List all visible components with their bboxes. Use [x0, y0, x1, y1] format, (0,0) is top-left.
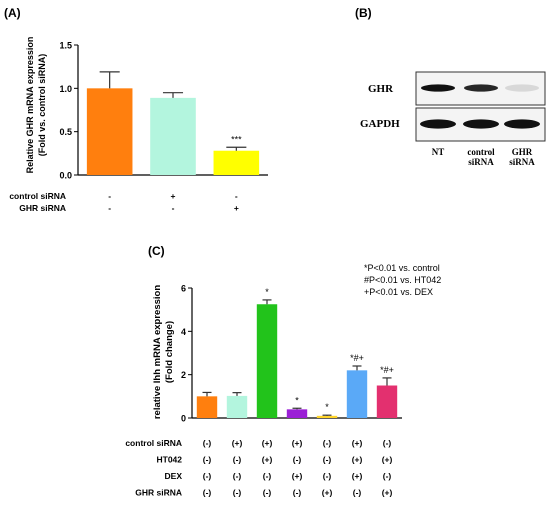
chart-c-bar: [286, 409, 308, 418]
chart-c-ytick-label: 0: [181, 414, 186, 424]
chart-a-ytick-label: 1.0: [59, 84, 72, 94]
chart-c-condition-label: DEX: [165, 471, 183, 481]
chart-c-condition-value: (+): [262, 455, 273, 465]
chart-c-condition-value: (+): [262, 438, 273, 448]
chart-c-condition-value: (-): [233, 455, 242, 465]
chart-c-condition-value: (+): [292, 471, 303, 481]
chart-c-condition-label: GHR siRNA: [135, 488, 182, 498]
blot-band-ghr: [505, 84, 539, 92]
chart-c-bar: [376, 385, 398, 418]
blot-lane-label: siRNA: [509, 157, 535, 167]
chart-c-condition-value: (-): [203, 455, 212, 465]
chart-c-condition-value: (-): [203, 438, 212, 448]
chart-c: relative Ihh mRNA expression (Fold chang…: [125, 263, 441, 498]
chart-c-condition-value: (+): [232, 438, 243, 448]
chart-c-condition-value: (-): [353, 488, 362, 498]
chart-c-condition-value: (-): [263, 471, 272, 481]
chart-c-ylabel-line1: relative Ihh mRNA expression: [152, 285, 163, 419]
chart-a-condition-value: -: [108, 203, 111, 213]
blot-lane-label: control: [467, 147, 495, 157]
panel-a-label: (A): [4, 6, 21, 20]
blot-lane-label: NT: [432, 147, 445, 157]
chart-c-ytick-label: 2: [181, 370, 186, 380]
chart-c-ylabel-line2: (Fold change): [164, 321, 175, 383]
blot-band-ghr: [421, 84, 455, 92]
chart-c-annotation: *#+: [350, 353, 364, 363]
chart-c-bar: [316, 415, 338, 418]
chart-a-bar: [86, 88, 133, 175]
chart-c-condition-value: (-): [383, 438, 392, 448]
chart-a-condition-value: -: [172, 203, 175, 213]
chart-c-ytick-label: 6: [181, 284, 186, 294]
chart-c-annotation: *: [265, 287, 269, 297]
blot-row-label-ghr: GHR: [368, 83, 394, 95]
chart-a-condition-value: +: [234, 203, 239, 213]
chart-c-bar: [226, 395, 248, 418]
chart-a: Relative GHR mRNA expression (Fold vs. c…: [9, 37, 268, 213]
panel-c-label: (C): [148, 244, 165, 258]
chart-a-condition-value: -: [108, 191, 111, 201]
chart-c-condition-value: (-): [323, 471, 332, 481]
chart-a-condition-label: GHR siRNA: [19, 203, 66, 213]
chart-a-condition-value: -: [235, 191, 238, 201]
chart-a-bar: [150, 97, 196, 175]
chart-c-bar: [256, 304, 278, 418]
blot-band-gapdh: [463, 119, 499, 129]
chart-c-condition-value: (-): [203, 471, 212, 481]
chart-c-condition-value: (+): [382, 488, 393, 498]
chart-c-condition-value: (+): [352, 455, 363, 465]
chart-c-condition-value: (+): [352, 438, 363, 448]
chart-c-condition-value: (+): [352, 471, 363, 481]
chart-c-ytick-label: 4: [181, 327, 186, 337]
blot-row-label-gapdh: GAPDH: [360, 118, 400, 130]
blot-band-ghr: [464, 84, 498, 92]
chart-a-bar: [213, 150, 260, 175]
chart-a-ytick-label: 0.0: [59, 171, 72, 181]
chart-c-condition-value: (-): [323, 438, 332, 448]
blot-lane-label: GHR: [512, 147, 533, 157]
chart-c-annotation: *: [325, 402, 329, 412]
chart-c-condition-value: (-): [233, 488, 242, 498]
chart-a-ytick-label: 1.5: [59, 41, 72, 51]
chart-c-condition-value: (-): [263, 488, 272, 498]
chart-a-ylabel-line1: Relative GHR mRNA expression: [25, 37, 35, 174]
chart-c-condition-value: (-): [293, 455, 302, 465]
chart-c-bar: [196, 396, 218, 418]
chart-c-annotation: *#+: [380, 365, 394, 375]
chart-c-condition-value: (-): [203, 488, 212, 498]
chart-c-condition-value: (-): [293, 488, 302, 498]
chart-c-condition-value: (+): [382, 455, 393, 465]
chart-c-condition-value: (-): [233, 471, 242, 481]
chart-c-bar: [346, 370, 368, 418]
chart-c-legend-1: *P<0.01 vs. control: [364, 263, 440, 273]
chart-c-condition-value: (-): [323, 455, 332, 465]
chart-c-condition-value: (-): [383, 471, 392, 481]
chart-a-condition-value: +: [171, 191, 176, 201]
chart-a-ytick-label: 0.5: [59, 127, 72, 137]
chart-c-annotation: *: [295, 395, 299, 405]
blot-band-gapdh: [420, 119, 456, 129]
chart-c-condition-label: HT042: [156, 455, 182, 465]
chart-a-ylabel-line2: (Fold vs. control siRNA): [37, 54, 47, 157]
chart-c-legend-3: +P<0.01 vs. DEX: [364, 287, 433, 297]
blot-lane-label: siRNA: [468, 157, 494, 167]
chart-c-condition-label: control siRNA: [125, 438, 182, 448]
blot-band-gapdh: [504, 119, 540, 129]
panel-b-label: (B): [355, 6, 372, 20]
chart-c-condition-value: (+): [322, 488, 333, 498]
chart-a-annotation: ***: [231, 134, 242, 144]
chart-c-condition-value: (+): [292, 438, 303, 448]
chart-a-condition-label: control siRNA: [9, 191, 66, 201]
chart-c-legend-2: #P<0.01 vs. HT042: [364, 275, 441, 285]
